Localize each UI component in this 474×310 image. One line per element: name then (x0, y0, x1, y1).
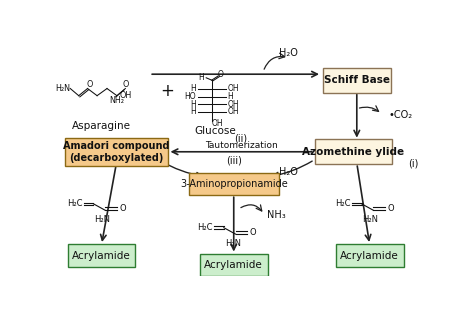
Text: OH: OH (212, 119, 223, 128)
FancyBboxPatch shape (315, 139, 392, 164)
Text: Amadori compound
(decarboxylated): Amadori compound (decarboxylated) (63, 141, 169, 162)
Text: +: + (161, 82, 174, 100)
Text: Azomethine ylide: Azomethine ylide (302, 147, 404, 157)
Text: Glucose: Glucose (194, 126, 236, 136)
Text: H: H (199, 73, 204, 82)
Text: H₂N: H₂N (94, 215, 110, 224)
Text: 3-Aminopropionamide: 3-Aminopropionamide (180, 179, 288, 189)
Text: OH: OH (227, 107, 239, 117)
Text: Acrylamide: Acrylamide (204, 260, 263, 270)
Text: Acrylamide: Acrylamide (340, 250, 399, 261)
FancyBboxPatch shape (323, 68, 391, 93)
Text: Asparagine: Asparagine (72, 121, 131, 131)
Text: NH₃: NH₃ (267, 210, 285, 220)
Text: H: H (191, 100, 196, 109)
Text: HO: HO (185, 92, 196, 101)
Text: H₂N: H₂N (225, 239, 241, 248)
Text: H: H (191, 85, 196, 94)
Text: OH: OH (227, 100, 239, 109)
Text: O: O (87, 80, 93, 90)
Text: H₂O: H₂O (279, 167, 298, 177)
Text: H₂C: H₂C (335, 199, 351, 208)
Text: H₂C: H₂C (197, 223, 213, 232)
Text: NH₂: NH₂ (109, 96, 124, 105)
Text: Schiff Base: Schiff Base (324, 75, 390, 85)
Text: O: O (119, 204, 126, 213)
Text: Acrylamide: Acrylamide (72, 250, 131, 261)
Text: O: O (123, 80, 129, 90)
Text: OH: OH (119, 91, 131, 100)
Text: Tautomerization: Tautomerization (205, 141, 277, 150)
FancyBboxPatch shape (336, 244, 404, 267)
Text: OH: OH (227, 85, 239, 94)
Text: •CO₂: •CO₂ (388, 110, 412, 120)
Text: H: H (191, 107, 196, 117)
Text: (iii): (iii) (226, 155, 242, 165)
Text: H: H (227, 92, 233, 101)
FancyBboxPatch shape (200, 254, 268, 277)
FancyBboxPatch shape (67, 244, 136, 267)
Text: H₂N: H₂N (55, 84, 71, 93)
FancyBboxPatch shape (65, 138, 168, 166)
Text: O: O (249, 228, 256, 237)
Text: (i): (i) (409, 159, 419, 169)
Text: H₂C: H₂C (67, 199, 82, 208)
Text: O: O (218, 70, 223, 79)
Text: H₂O: H₂O (279, 48, 298, 58)
Text: H₂N: H₂N (363, 215, 378, 224)
Text: O: O (387, 204, 394, 213)
FancyBboxPatch shape (189, 173, 279, 195)
Text: (ii): (ii) (235, 134, 247, 144)
